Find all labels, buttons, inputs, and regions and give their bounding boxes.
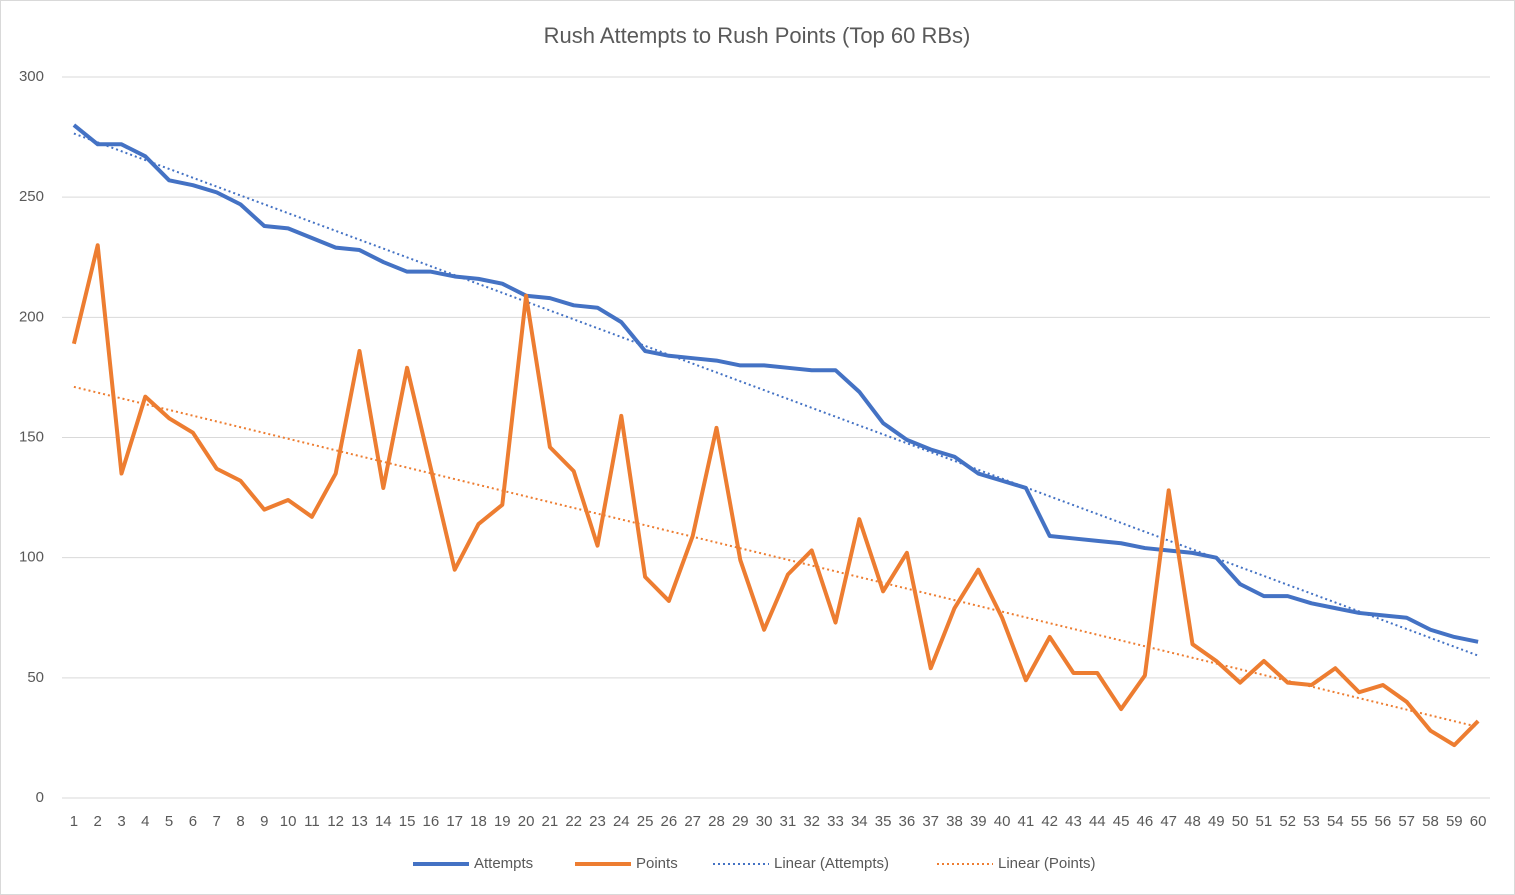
series-line (71, 243, 1480, 748)
legend-label: Points (636, 855, 678, 872)
x-tick-label: 4 (141, 813, 149, 830)
x-tick-label: 54 (1327, 813, 1344, 830)
trendline (73, 385, 1479, 728)
x-tick-label: 36 (899, 813, 916, 830)
x-tick-label: 60 (1470, 813, 1487, 830)
x-tick-label: 8 (236, 813, 244, 830)
x-tick-label: 44 (1089, 813, 1106, 830)
x-tick-label: 28 (708, 813, 725, 830)
y-tick-label: 300 (19, 68, 44, 85)
x-tick-label: 1 (70, 813, 78, 830)
x-tick-label: 49 (1208, 813, 1225, 830)
x-tick-label: 5 (165, 813, 173, 830)
x-tick-label: 39 (970, 813, 987, 830)
x-tick-label: 24 (613, 813, 630, 830)
x-tick-label: 7 (213, 813, 221, 830)
x-tick-label: 10 (280, 813, 297, 830)
x-tick-label: 32 (803, 813, 820, 830)
x-tick-label: 46 (1137, 813, 1154, 830)
x-tick-label: 51 (1256, 813, 1273, 830)
x-tick-label: 12 (327, 813, 344, 830)
x-tick-label: 55 (1351, 813, 1368, 830)
x-tick-label: 25 (637, 813, 654, 830)
x-tick-label: 50 (1232, 813, 1249, 830)
x-tick-label: 59 (1446, 813, 1463, 830)
x-tick-label: 22 (565, 813, 582, 830)
x-tick-label: 40 (994, 813, 1011, 830)
x-tick-label: 30 (756, 813, 773, 830)
x-tick-label: 57 (1398, 813, 1415, 830)
y-tick-label: 100 (19, 549, 44, 566)
y-tick-label: 150 (19, 428, 44, 445)
x-tick-label: 31 (780, 813, 797, 830)
x-tick-label: 13 (351, 813, 368, 830)
x-tick-label: 6 (189, 813, 197, 830)
x-tick-label: 52 (1279, 813, 1296, 830)
x-tick-label: 33 (827, 813, 844, 830)
x-tick-label: 20 (518, 813, 535, 830)
x-tick-label: 41 (1018, 813, 1035, 830)
x-tick-label: 48 (1184, 813, 1201, 830)
series-line (72, 123, 1479, 644)
legend-label: Attempts (474, 855, 533, 872)
x-tick-label: 9 (260, 813, 268, 830)
x-tick-label: 11 (304, 813, 320, 830)
legend-label: Linear (Points) (998, 855, 1096, 872)
x-tick-label: 19 (494, 813, 511, 830)
x-tick-label: 58 (1422, 813, 1439, 830)
x-tick-label: 37 (922, 813, 939, 830)
y-tick-label: 50 (27, 669, 44, 686)
x-tick-label: 38 (946, 813, 963, 830)
y-tick-label: 250 (19, 188, 44, 205)
x-tick-label: 17 (446, 813, 463, 830)
x-tick-label: 29 (732, 813, 749, 830)
x-tick-label: 14 (375, 813, 392, 830)
y-tick-label: 200 (19, 308, 44, 325)
x-tick-label: 27 (684, 813, 701, 830)
x-tick-label: 3 (117, 813, 125, 830)
x-tick-label: 16 (423, 813, 440, 830)
x-tick-label: 26 (661, 813, 678, 830)
x-tick-label: 18 (470, 813, 487, 830)
x-tick-label: 47 (1160, 813, 1177, 830)
x-tick-label: 35 (875, 813, 892, 830)
x-tick-label: 2 (94, 813, 102, 830)
x-tick-label: 53 (1303, 813, 1320, 830)
legend-label: Linear (Attempts) (774, 855, 889, 872)
x-tick-label: 43 (1065, 813, 1082, 830)
x-tick-label: 42 (1041, 813, 1058, 830)
x-tick-label: 21 (542, 813, 559, 830)
x-tick-label: 56 (1375, 813, 1392, 830)
chart-title: Rush Attempts to Rush Points (Top 60 RBs… (544, 23, 971, 48)
x-tick-label: 15 (399, 813, 416, 830)
x-tick-label: 23 (589, 813, 606, 830)
x-tick-label: 45 (1113, 813, 1130, 830)
x-tick-label: 34 (851, 813, 868, 830)
y-tick-label: 0 (36, 789, 44, 806)
